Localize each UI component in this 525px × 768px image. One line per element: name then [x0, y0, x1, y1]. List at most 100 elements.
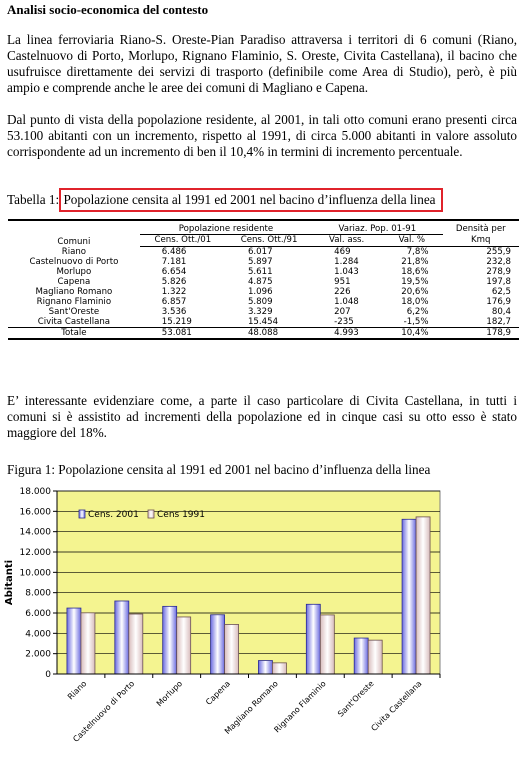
- cens91-cell: 6.017: [247, 247, 273, 257]
- val-pct-cell: 20,6%: [401, 287, 429, 297]
- val-pct-cell: 7,8%: [406, 247, 429, 257]
- cens01-cell: 15.219: [161, 317, 192, 327]
- densita-cell: 178,9: [442, 327, 519, 340]
- bar-2001: [401, 518, 417, 675]
- bar-2001: [162, 605, 178, 675]
- densita-cell: 176,9: [486, 297, 511, 307]
- table-caption: Tabella 1: Popolazione censita al 1991 e…: [7, 188, 443, 212]
- comune-cell: Riano: [61, 246, 87, 257]
- cens91-cell: 15.454: [247, 317, 279, 327]
- val-ass-cell: 1.284: [334, 257, 359, 267]
- x-category-label: Rignano Flaminio: [272, 679, 327, 734]
- val-pct-cell: 6,2%: [406, 307, 429, 317]
- x-category-label: Magliano Romano: [223, 679, 280, 736]
- densita-cell: 80,4: [491, 307, 511, 317]
- densita-cell: 255,9: [486, 247, 511, 257]
- comune-cell: Rignano Flaminio: [36, 297, 112, 307]
- y-tick-label: 0: [45, 670, 51, 680]
- y-tick-label: 18.000: [20, 487, 52, 497]
- table-total-row: Totale 53.081 48.088 4.993 10,4% 178,9: [8, 327, 519, 340]
- header-kmq: Kmq: [442, 234, 519, 247]
- figure-caption: Figura 1: Popolazione censita al 1991 ed…: [7, 462, 431, 477]
- header-val-ass: Val. ass.: [312, 234, 382, 247]
- comune-cell: Sant'Oreste: [48, 307, 100, 317]
- cens91-cell: 5.897: [247, 257, 273, 267]
- population-bar-chart: 0 2.000 4.000 6.000 8.000 10.000 12.000 14.000 1…: [4, 487, 441, 744]
- table-row: Sant'Oreste 3.536 3.329 207 6,2% 80,4: [8, 307, 519, 317]
- bar-1991: [176, 616, 192, 675]
- cens91-cell: 48.088: [225, 327, 313, 340]
- comune-cell: Magliano Romano: [35, 287, 113, 297]
- cens91-cell: 1.096: [247, 287, 273, 297]
- header-densita: Densità per: [442, 219, 519, 235]
- val-pct-cell: 19,5%: [401, 277, 429, 287]
- population-table: Comuni Popolazione residente Variaz. Pop…: [8, 219, 519, 340]
- y-tick-label: 4.000: [25, 629, 51, 639]
- y-tick-label: 8.000: [25, 589, 51, 599]
- bar-1991: [415, 516, 431, 675]
- table-row: Castelnuovo di Porto 7.181 5.897 1.284 21,8%…: [8, 257, 519, 267]
- header-cens01: Cens. Ott./01: [139, 234, 226, 247]
- val-ass-cell: 1.048: [334, 297, 359, 307]
- val-ass-cell: -235: [334, 317, 354, 327]
- legend-entry: Cens. 2001: [88, 510, 139, 520]
- y-tick-label: 14.000: [20, 528, 52, 538]
- val-ass-cell: 226: [334, 287, 351, 297]
- x-category-label: Sant'Oreste: [336, 679, 376, 719]
- header-popolazione: Popolazione residente: [139, 219, 313, 235]
- bar-2001: [258, 660, 273, 675]
- bar-2001: [66, 607, 82, 675]
- cens01-cell: 7.181: [161, 257, 187, 267]
- val-ass-cell: 4.993: [312, 327, 382, 340]
- table-row: Morlupo 6.654 5.611 1.043 18,6% 278,9: [8, 267, 519, 277]
- densita-cell: 278,9: [486, 267, 511, 277]
- cens91-cell: 3.329: [247, 307, 273, 317]
- cens01-cell: 53.081: [139, 327, 226, 340]
- bar-1991: [80, 612, 96, 675]
- table-row: Rignano Flaminio 6.857 5.809 1.048 18,0% 176,…: [8, 297, 519, 307]
- comune-cell: Totale: [8, 327, 140, 340]
- paragraph-intro: La linea ferroviaria Riano-S. Oreste-Pia…: [7, 32, 517, 95]
- comune-cell: Castelnuovo di Porto: [29, 257, 119, 267]
- comune-cell: Capena: [57, 277, 91, 287]
- val-pct-cell: -1,5%: [403, 317, 429, 327]
- val-ass-cell: 207: [334, 307, 351, 317]
- table-row: Riano 6.486 6.017 469 7,8% 255,9: [8, 247, 519, 258]
- y-tick-label: 6.000: [25, 609, 51, 619]
- table-row: Capena 5.826 4.875 951 19,5% 197,8: [8, 277, 519, 287]
- bar-1991: [319, 614, 335, 675]
- densita-cell: 62,5: [491, 287, 511, 297]
- bar-2001: [305, 603, 321, 675]
- bar-1991: [224, 624, 239, 675]
- table-caption-prefix: Tabella 1:: [7, 192, 63, 207]
- table-caption-highlighted: Popolazione censita al 1991 ed 2001 nel …: [59, 188, 443, 212]
- densita-cell: 182,7: [486, 317, 511, 327]
- bar-1991: [128, 613, 144, 675]
- paragraph-population: Dal punto di vista della popolazione res…: [7, 112, 517, 159]
- y-axis-label: Abitanti: [4, 560, 15, 605]
- section-heading: Analisi socio-economica del contesto: [7, 2, 209, 17]
- legend-entry: Cens 1991: [157, 510, 205, 520]
- bar-2001: [114, 600, 130, 675]
- val-pct-cell: 18,6%: [401, 267, 429, 277]
- val-pct-cell: 18,0%: [401, 297, 429, 307]
- comune-cell: Morlupo: [56, 267, 92, 277]
- comune-cell: Civita Castellana: [37, 317, 111, 327]
- legend-swatch: [147, 509, 155, 519]
- cens01-cell: 6.486: [161, 247, 187, 257]
- cens01-cell: 6.654: [161, 267, 187, 277]
- bar-1991: [367, 639, 383, 675]
- header-val-pct: Val. %: [381, 234, 443, 247]
- bar-2001: [210, 614, 225, 675]
- x-category-label: Capena: [204, 679, 232, 707]
- x-category-label: Morlupo: [155, 679, 184, 708]
- paragraph-comment: E’ interessante evidenziare come, a part…: [7, 393, 517, 440]
- cens91-cell: 5.611: [247, 267, 273, 277]
- header-comuni: Comuni: [8, 219, 140, 247]
- x-category-label: Riano: [66, 679, 88, 701]
- val-ass-cell: 951: [334, 277, 351, 287]
- y-tick-label: 2.000: [25, 650, 51, 660]
- cens91-cell: 5.809: [247, 297, 273, 307]
- bar-2001: [353, 637, 369, 675]
- cens01-cell: 6.857: [161, 297, 187, 307]
